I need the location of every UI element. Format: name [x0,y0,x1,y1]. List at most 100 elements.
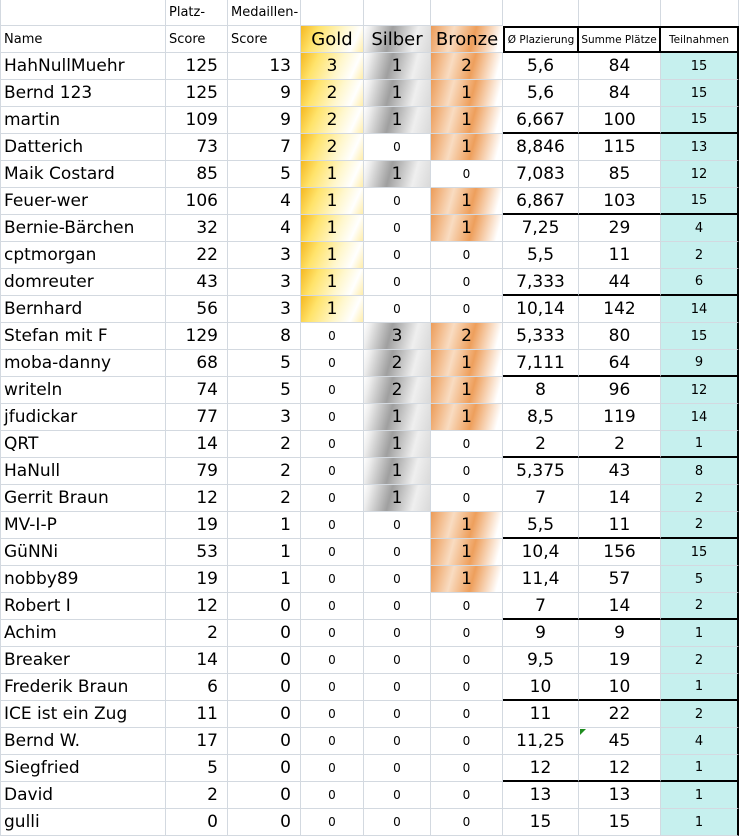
cell-silber[interactable]: 2 [364,377,431,404]
cell-silber[interactable]: 1 [364,458,431,485]
cell-gold[interactable]: 0 [301,404,364,431]
cell-bronze[interactable]: 0 [431,161,503,188]
cell-name[interactable]: Feuer-wer [1,188,166,215]
cell-sum[interactable]: 2 [579,431,661,458]
cell-silber[interactable]: 0 [364,539,431,566]
cell-platz_score[interactable]: 53 [166,539,228,566]
cell-bronze[interactable]: 1 [431,512,503,539]
cell-avg[interactable]: 15 [503,809,579,836]
cell-medaillen_score[interactable]: 7 [228,134,301,161]
cell-avg[interactable]: 11 [503,701,579,728]
cell-silber[interactable]: 0 [364,296,431,323]
cell-bronze[interactable]: 0 [431,485,503,512]
cell-silber[interactable]: 0 [364,674,431,701]
cell-sum[interactable]: 12 [579,755,661,782]
cell-name[interactable]: Stefan mit F [1,323,166,350]
cell-silber[interactable]: 0 [364,620,431,647]
cell-platz_score[interactable]: 125 [166,80,228,107]
cell-medaillen_score[interactable]: 2 [228,485,301,512]
cell-platz_score[interactable]: 74 [166,377,228,404]
cell-name[interactable]: moba-danny [1,350,166,377]
cell-name[interactable]: ICE ist ein Zug [1,701,166,728]
cell-name[interactable]: martin [1,107,166,134]
cell-teilnahmen[interactable]: 15 [661,539,739,566]
cell-name[interactable]: Achim [1,620,166,647]
cell-gold[interactable]: 2 [301,80,364,107]
cell-avg[interactable]: 7,333 [503,269,579,296]
cell-avg[interactable]: 2 [503,431,579,458]
cell-sum[interactable]: 85 [579,161,661,188]
cell-sum[interactable]: 9 [579,620,661,647]
cell-avg[interactable]: 7 [503,485,579,512]
cell-bronze[interactable]: 0 [431,728,503,755]
cell-name[interactable]: Robert I [1,593,166,620]
cell-avg[interactable]: 6,667 [503,107,579,134]
cell-gold[interactable]: 1 [301,269,364,296]
cell-medaillen_score[interactable]: 1 [228,512,301,539]
cell-teilnahmen[interactable]: 1 [661,755,739,782]
cell-bronze[interactable]: 0 [431,593,503,620]
cell-avg[interactable]: 8,846 [503,134,579,161]
cell-sum[interactable]: 115 [579,134,661,161]
cell-gold[interactable]: 0 [301,350,364,377]
cell-name[interactable]: Maik Costard [1,161,166,188]
cell-bronze[interactable]: 0 [431,431,503,458]
cell-medaillen_score[interactable]: 1 [228,539,301,566]
cell-silber[interactable]: 0 [364,593,431,620]
cell-platz_score[interactable]: 77 [166,404,228,431]
cell-gold[interactable]: 0 [301,728,364,755]
cell-name[interactable]: HahNullMuehr [1,53,166,80]
cell-avg[interactable]: 5,375 [503,458,579,485]
cell-medaillen_score[interactable]: 3 [228,404,301,431]
cell-bronze[interactable]: 0 [431,647,503,674]
cell-avg[interactable]: 11,25 [503,728,579,755]
cell-bronze[interactable]: 0 [431,269,503,296]
header-cell-empty[interactable] [579,0,661,26]
cell-silber[interactable]: 0 [364,701,431,728]
cell-silber[interactable]: 1 [364,431,431,458]
cell-name[interactable]: writeln [1,377,166,404]
cell-silber[interactable]: 0 [364,728,431,755]
header-cell-empty[interactable] [301,0,364,26]
cell-medaillen_score[interactable]: 0 [228,620,301,647]
cell-medaillen_score[interactable]: 3 [228,269,301,296]
cell-platz_score[interactable]: 19 [166,566,228,593]
cell-bronze[interactable]: 0 [431,674,503,701]
cell-name[interactable]: HaNull [1,458,166,485]
cell-bronze[interactable]: 0 [431,701,503,728]
cell-teilnahmen[interactable]: 15 [661,323,739,350]
cell-medaillen_score[interactable]: 4 [228,215,301,242]
cell-teilnahmen[interactable]: 15 [661,107,739,134]
cell-sum[interactable]: 43 [579,458,661,485]
cell-teilnahmen[interactable]: 2 [661,512,739,539]
header-cell-empty[interactable] [661,0,739,26]
cell-name[interactable]: cptmorgan [1,242,166,269]
cell-silber[interactable]: 0 [364,269,431,296]
cell-gold[interactable]: 0 [301,512,364,539]
cell-bronze[interactable]: 2 [431,323,503,350]
cell-platz_score[interactable]: 32 [166,215,228,242]
cell-medaillen_score[interactable]: 2 [228,431,301,458]
cell-silber[interactable]: 0 [364,647,431,674]
cell-medaillen_score[interactable]: 5 [228,161,301,188]
cell-medaillen_score[interactable]: 5 [228,377,301,404]
cell-gold[interactable]: 0 [301,809,364,836]
cell-bronze[interactable]: 1 [431,404,503,431]
cell-name[interactable]: domreuter [1,269,166,296]
cell-bronze[interactable]: 1 [431,377,503,404]
cell-name[interactable]: Frederik Braun [1,674,166,701]
cell-sum[interactable]: 10 [579,674,661,701]
cell-gold[interactable]: 2 [301,107,364,134]
cell-teilnahmen[interactable]: 1 [661,620,739,647]
cell-name[interactable]: Bernd 123 [1,80,166,107]
cell-teilnahmen[interactable]: 12 [661,377,739,404]
header-medaillen-group[interactable]: Medaillen- [228,0,301,26]
cell-teilnahmen[interactable]: 2 [661,647,739,674]
cell-sum[interactable]: 15 [579,809,661,836]
cell-gold[interactable]: 0 [301,782,364,809]
cell-medaillen_score[interactable]: 0 [228,782,301,809]
cell-platz_score[interactable]: 129 [166,323,228,350]
cell-bronze[interactable]: 0 [431,458,503,485]
cell-gold[interactable]: 0 [301,620,364,647]
cell-medaillen_score[interactable]: 9 [228,80,301,107]
